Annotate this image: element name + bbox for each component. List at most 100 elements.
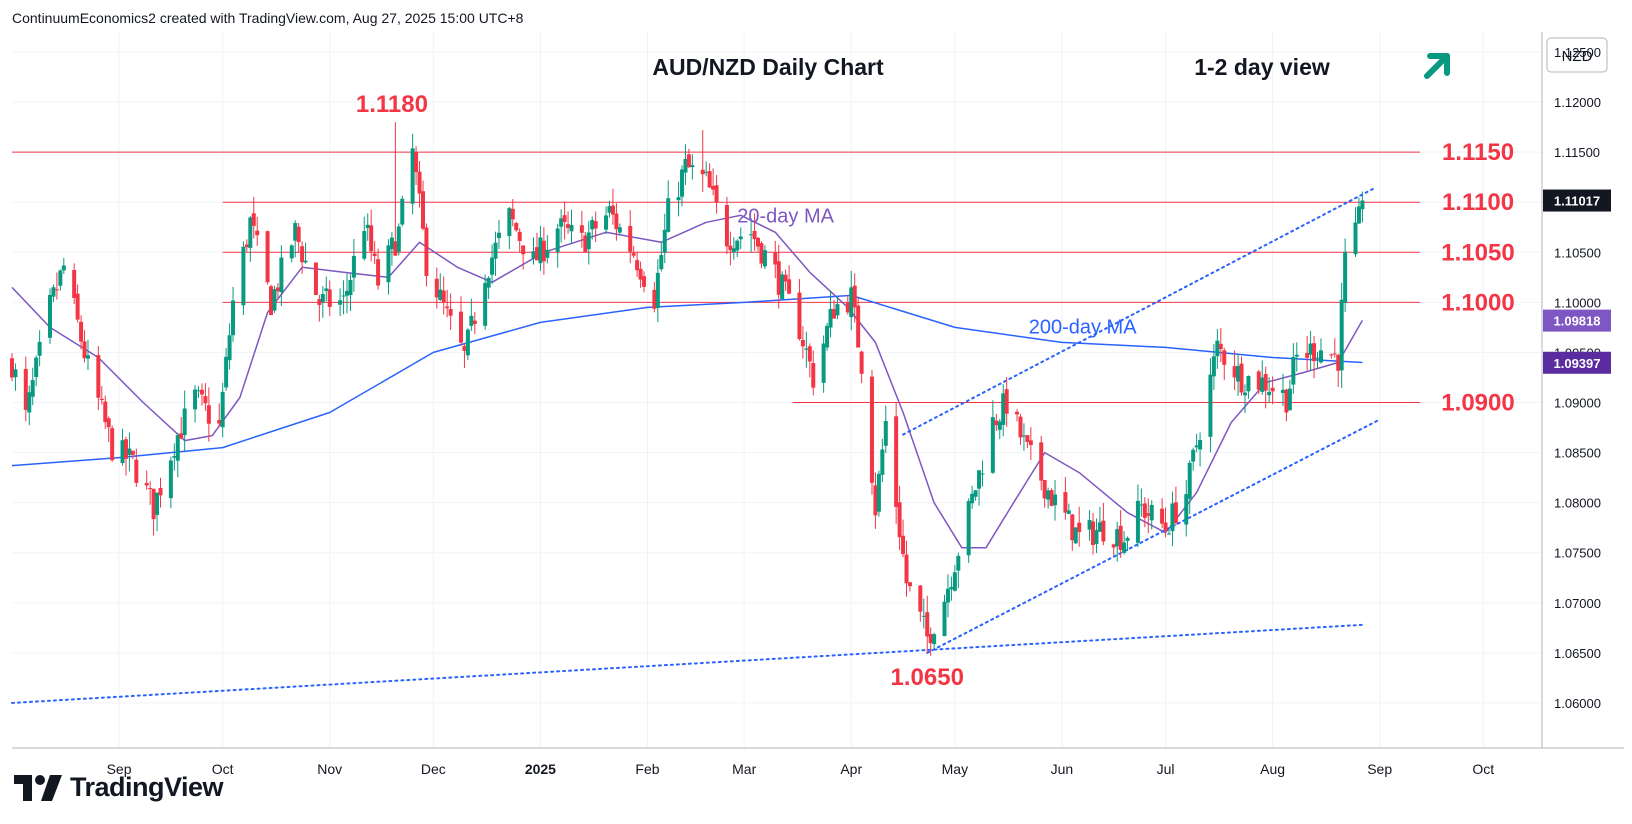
price-axis[interactable]: NZD 1.06000 1.06500 1.07000 1.07500 1.08000 1… [1541, 32, 1611, 748]
candle-body [1166, 533, 1171, 535]
candle-body [99, 398, 104, 401]
candle [1139, 488, 1144, 517]
candle [514, 221, 519, 232]
candle [835, 296, 840, 320]
candle-body [279, 257, 284, 293]
candle [876, 470, 881, 517]
candle [738, 227, 743, 250]
time-axis[interactable]: Sep Oct Nov Dec 2025 Feb Mar Apr May Jun Jul Aug Sep… [12, 747, 1624, 777]
candle-body [61, 265, 66, 271]
candle-body [241, 246, 246, 306]
candle [538, 225, 543, 271]
candle-body [849, 287, 854, 318]
candle [324, 276, 329, 302]
candle [1091, 512, 1096, 555]
candle-body [666, 198, 671, 232]
candle [807, 343, 812, 378]
candle [244, 239, 249, 252]
level-label: 1.1150 [1442, 139, 1514, 166]
candle [787, 265, 792, 294]
candle-body [1077, 522, 1082, 532]
candle [296, 223, 301, 253]
candle [172, 443, 177, 471]
candle-body [47, 295, 52, 338]
candle [1280, 373, 1285, 407]
candle-body [1015, 411, 1020, 415]
candle-body [780, 274, 785, 300]
candle [127, 432, 132, 472]
candle-body [231, 300, 236, 336]
candle-body [400, 198, 405, 225]
ma200-line [11, 294, 1363, 467]
candle-body [904, 554, 909, 584]
candle [901, 519, 906, 558]
candle-body [182, 408, 187, 436]
candle [1239, 356, 1244, 396]
candle-body [1170, 503, 1175, 532]
candle [534, 232, 539, 261]
candle [417, 161, 422, 208]
candle-body [635, 260, 640, 271]
candle-body [1194, 445, 1199, 448]
candle-body [1263, 374, 1268, 391]
candle-body [762, 250, 767, 267]
y-tick-label: 1.09000 [1554, 396, 1601, 411]
candle-body [1198, 440, 1203, 450]
candle-body [776, 261, 781, 295]
candle-body [1356, 206, 1361, 224]
tradingview-logo[interactable]: TradingView [14, 772, 224, 803]
candle-body [389, 237, 394, 250]
candle-body [1360, 200, 1365, 210]
candle-body [907, 582, 912, 587]
candle [849, 270, 854, 331]
candle-body [376, 259, 381, 286]
candle-body [13, 369, 18, 378]
candle [711, 168, 716, 196]
candle-body [759, 243, 764, 264]
candle [231, 286, 236, 342]
candle-body [414, 152, 419, 173]
candle-body [1173, 502, 1178, 524]
candle-body [610, 205, 615, 215]
candle [628, 210, 633, 264]
candle-body [1042, 479, 1047, 499]
candle [99, 386, 104, 405]
candle-body [54, 289, 59, 291]
candle-body [545, 249, 550, 258]
candle [977, 469, 982, 506]
candle-body [193, 389, 198, 410]
candle [825, 322, 830, 351]
candle [904, 540, 909, 597]
candle-body [30, 380, 35, 397]
candle [614, 203, 619, 241]
candle-body [462, 346, 467, 351]
candle-body [1353, 222, 1358, 255]
candle [469, 298, 474, 331]
candle-body [835, 304, 840, 316]
candle-body [206, 405, 211, 424]
candle-body [883, 421, 888, 446]
candle-body [579, 225, 584, 233]
candle [196, 386, 201, 398]
candle [1211, 344, 1216, 390]
candle-body [434, 278, 439, 298]
level-label: 1.1000 [1441, 289, 1514, 316]
candle-body [562, 215, 567, 222]
candle [96, 345, 101, 411]
candle-body [158, 488, 163, 496]
candle [351, 238, 356, 292]
candle [72, 263, 77, 305]
candle-body [1267, 391, 1272, 396]
candle-body [317, 299, 322, 305]
candle [320, 286, 325, 318]
candle-body [438, 289, 443, 300]
candle [655, 259, 660, 323]
candle [811, 350, 816, 396]
candle-body [880, 449, 885, 475]
candle [1166, 529, 1171, 536]
candle-body [469, 315, 474, 326]
candle-body [1260, 377, 1265, 392]
candle [894, 402, 899, 524]
candle [179, 417, 184, 440]
